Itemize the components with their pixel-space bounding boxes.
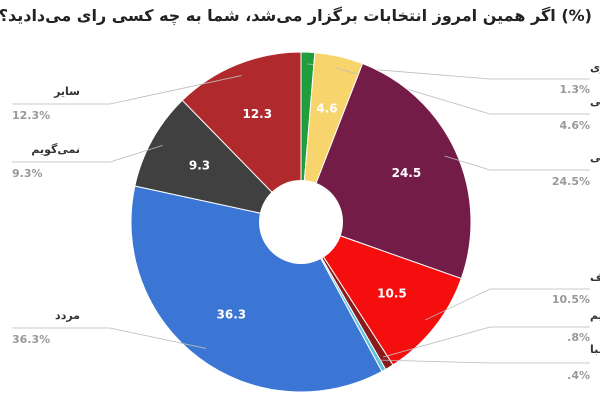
- legend-value: 12.3%: [12, 109, 50, 122]
- leader-line: [378, 359, 590, 364]
- donut-hole: [259, 180, 343, 264]
- legend-value: 9.3%: [12, 167, 43, 180]
- legend-name: قالیباف: [590, 271, 600, 284]
- slice: [181, 51, 302, 224]
- leader-line: [12, 75, 242, 105]
- legend-value: .4%: [567, 369, 590, 382]
- legend-name: سایر: [53, 85, 80, 98]
- slice: [300, 62, 472, 280]
- legend-value: 10.5%: [552, 293, 590, 306]
- slice-label: 12.3: [242, 107, 272, 121]
- slice-label: 24.5: [392, 166, 422, 180]
- legend-value: .8%: [567, 331, 590, 344]
- leader-line: [444, 155, 590, 171]
- slice: [299, 221, 462, 366]
- legend-name: جهانگیری: [590, 61, 600, 74]
- leader-line: [383, 326, 590, 358]
- legend-value: 24.5%: [552, 175, 590, 188]
- legend-name: هاشمی‌طبا: [590, 343, 600, 356]
- chart-title: (%) اگر همین امروز انتخابات برگزار می‌شد…: [0, 6, 592, 25]
- leader-line: [12, 145, 163, 163]
- slice-label: 36.3: [217, 307, 247, 321]
- legend-name: رئیسی: [590, 95, 600, 108]
- slice: [134, 99, 303, 223]
- leader-line: [12, 327, 207, 349]
- slice: [130, 185, 383, 393]
- slice-label: 4.6: [316, 101, 337, 115]
- slice-label: 10.5: [377, 286, 407, 300]
- legend-value: 1.3%: [559, 83, 590, 96]
- legend-value: 4.6%: [559, 119, 590, 132]
- legend-name: روحانی: [590, 151, 600, 164]
- legend-name: نمی‌گویم: [31, 143, 80, 156]
- slice-label: 9.3: [189, 158, 210, 172]
- legend-name: مردد: [55, 309, 80, 322]
- legend-value: 36.3%: [12, 333, 50, 346]
- leader-line: [424, 288, 590, 321]
- legend-name: میرسلیم: [590, 309, 600, 322]
